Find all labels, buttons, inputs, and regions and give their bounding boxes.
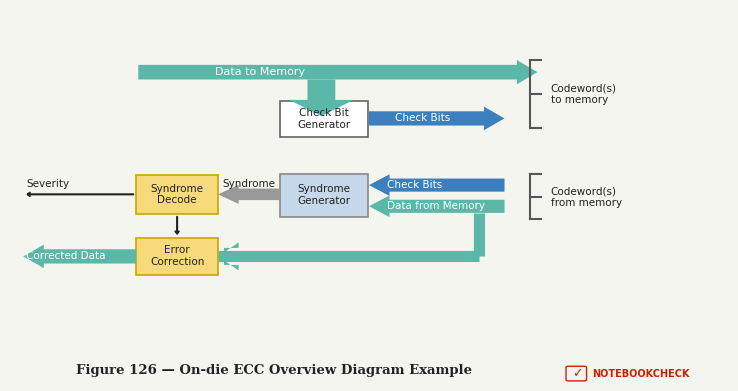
Text: NOTEBOOKCHECK: NOTEBOOKCHECK	[593, 369, 690, 378]
Text: Figure 126 — On-die ECC Overview Diagram Example: Figure 126 — On-die ECC Overview Diagram…	[76, 364, 472, 377]
Polygon shape	[369, 174, 505, 196]
Polygon shape	[369, 107, 505, 130]
Text: Data from Memory: Data from Memory	[387, 201, 486, 211]
Polygon shape	[24, 245, 136, 268]
Text: Corrected Data: Corrected Data	[27, 251, 106, 262]
Text: Syndrome: Syndrome	[222, 179, 275, 189]
Text: Syndrome
Generator: Syndrome Generator	[297, 184, 350, 206]
FancyBboxPatch shape	[280, 174, 368, 217]
FancyBboxPatch shape	[136, 238, 218, 274]
Text: Data to Memory: Data to Memory	[215, 67, 306, 77]
FancyBboxPatch shape	[280, 101, 368, 137]
Text: ✓: ✓	[573, 367, 583, 380]
Text: Check Bits: Check Bits	[395, 113, 450, 124]
Text: Codeword(s)
from memory: Codeword(s) from memory	[551, 186, 622, 208]
FancyBboxPatch shape	[136, 175, 218, 214]
Polygon shape	[218, 185, 280, 204]
Text: Check Bit
Generator: Check Bit Generator	[297, 108, 350, 130]
Text: Severity: Severity	[27, 179, 69, 189]
Text: Error
Correction: Error Correction	[150, 246, 204, 267]
Text: Codeword(s)
to memory: Codeword(s) to memory	[551, 83, 617, 105]
Text: Check Bits: Check Bits	[387, 180, 443, 190]
Polygon shape	[218, 242, 238, 271]
Text: Syndrome
Decode: Syndrome Decode	[151, 183, 204, 205]
Polygon shape	[138, 60, 537, 84]
Polygon shape	[369, 196, 505, 217]
Polygon shape	[289, 79, 354, 116]
